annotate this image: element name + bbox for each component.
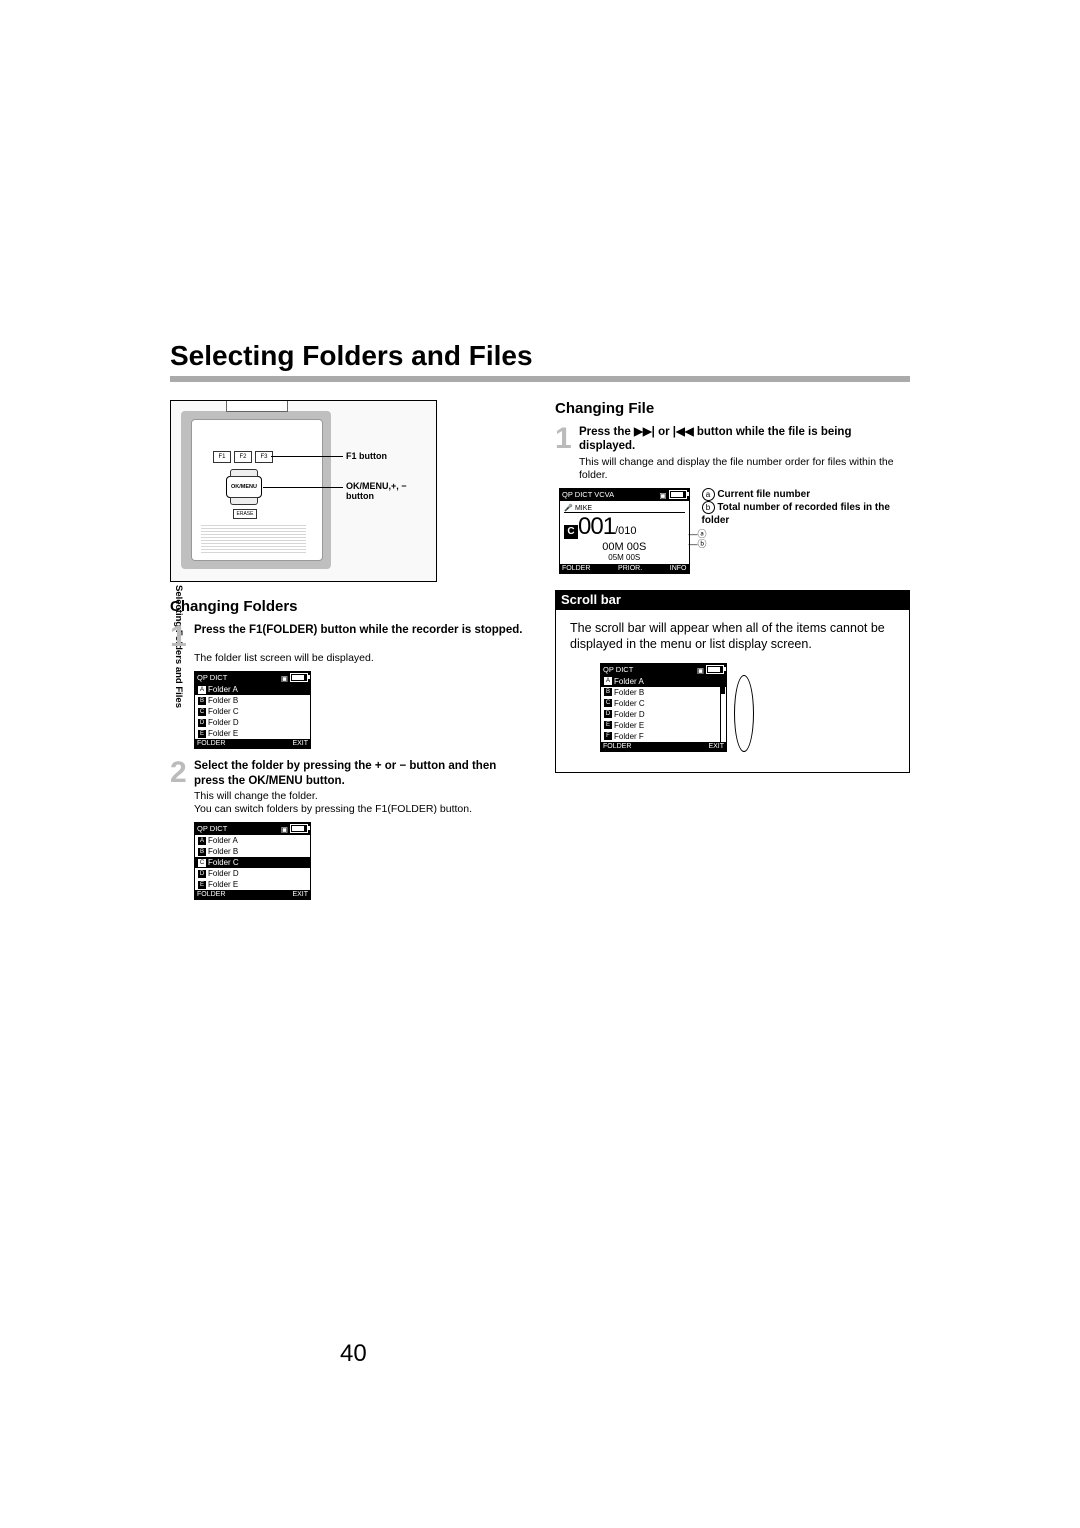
device-illustration: F1 F2 F3 OK/MENU ERASE F1 button OK/MENU… [170,400,437,582]
changing-folders-heading: Changing Folders [170,598,525,615]
step-num-2: 2 [170,759,188,788]
ok-menu-label: OK/MENU,+, − button [346,481,426,501]
file-display-lcd: QP DICT VCVA▣ 🎤 MIKE C 001/010 00M 00S 0… [559,488,690,574]
scroll-bar-text: The scroll bar will appear when all of t… [570,620,895,653]
right-column: Changing File 1 Press the ▶▶| or |◀◀ but… [555,400,910,910]
f3-key: F3 [255,451,273,463]
lcd1-top: QP DICT [197,673,227,683]
changing-file-heading: Changing File [555,400,910,417]
scroll-lcd: QP DICT▣ AFolder A BFolder B CFolder C D… [600,663,727,752]
f1-key: F1 [213,451,231,463]
page-title: Selecting Folders and Files [170,340,910,372]
scroll-bar-title: Scroll bar [555,590,910,609]
step-num-1-right: 1 [555,425,573,454]
step-num-1: 1 [170,623,188,650]
scroll-highlight-ellipse [734,675,754,752]
ok-menu-key: OK/MENU [226,476,262,498]
scroll-bar-box: The scroll bar will appear when all of t… [555,609,910,773]
lcd2-top: QP DICT [197,824,227,834]
f1-label: F1 button [346,451,387,461]
right-step1-desc: This will change and display the file nu… [579,456,910,482]
step1-text: Press the F1(FOLDER) button while the re… [194,623,522,650]
left-column: F1 F2 F3 OK/MENU ERASE F1 button OK/MENU… [170,400,525,910]
annotations: a Current file number b Total number of … [702,488,910,527]
f2-key: F2 [234,451,252,463]
erase-key: ERASE [233,509,257,519]
lcd-screen-2: QP DICT▣ AFolder A BFolder B CFolder C D… [194,822,311,900]
lcd-screen-1: QP DICT▣ AFolder A BFolder B CFolder C D… [194,671,311,749]
step2-desc1: This will change the folder. [194,790,525,803]
step2-text: Select the folder by pressing the + or −… [194,759,525,788]
step2-desc2: You can switch folders by pressing the F… [194,803,525,816]
page-number: 40 [340,1340,367,1368]
step1-desc: The folder list screen will be displayed… [194,652,525,665]
title-rule [170,376,910,382]
right-step1-text: Press the ▶▶| or |◀◀ button while the fi… [579,425,910,454]
